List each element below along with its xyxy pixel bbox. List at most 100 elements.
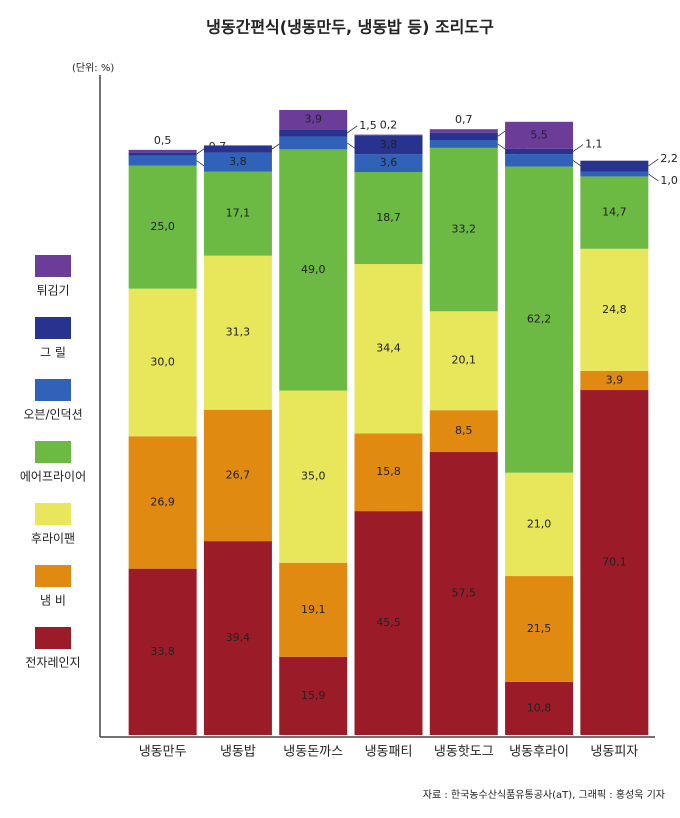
value-label: 21,0: [527, 517, 552, 530]
bar-segment: [505, 121, 574, 149]
value-label: 33,8: [150, 645, 175, 658]
value-label: 30,0: [150, 355, 175, 368]
legend-label: 에어프라이어: [20, 470, 86, 484]
bar-segment: [429, 140, 498, 148]
bar-segment: [128, 288, 197, 437]
value-label: 0,7: [455, 113, 473, 126]
bar-segment: [203, 255, 272, 410]
value-label: 21,5: [527, 622, 552, 635]
bar-segment: [505, 576, 574, 682]
value-label: 39,4: [226, 631, 251, 644]
legend-swatch: [35, 503, 71, 525]
legend-swatch: [35, 627, 71, 649]
bar-segment: [505, 681, 574, 735]
bar-segment: [203, 409, 272, 542]
legend-swatch: [35, 565, 71, 587]
legend-label: 전자레인지: [25, 656, 80, 670]
value-label: 24,8: [602, 303, 627, 316]
x-tick-label: 냉동피자: [590, 745, 638, 760]
bar-segment: [279, 149, 348, 391]
source: 자료 : 한국농수산식품유통공사(aT), 그래픽 : 홍성욱 기자: [423, 788, 665, 801]
bar-segment: [279, 562, 348, 657]
value-label: 20,1: [452, 354, 477, 367]
bar-segment: [279, 136, 348, 150]
bar-segment: [354, 433, 423, 512]
value-label: 1,1: [585, 138, 603, 151]
bar-segment: [505, 472, 574, 577]
bar-segment: [580, 390, 649, 735]
value-label: 3,8: [380, 138, 398, 151]
bar-segment: [505, 154, 574, 167]
x-tick-label: 냉동밥: [220, 745, 256, 760]
legend-swatch: [35, 441, 71, 463]
bar-segment: [203, 171, 272, 256]
bar-segment: [279, 656, 348, 735]
value-label: 3,9: [304, 113, 322, 126]
bar-segment: [580, 160, 649, 172]
bar-segment: [128, 568, 197, 735]
value-label: 57,5: [452, 587, 477, 600]
x-tick-label: 냉동돈까스: [283, 745, 343, 760]
bar-segment: [354, 154, 423, 173]
value-label: 15,8: [376, 465, 401, 478]
value-label: 3,9: [606, 373, 624, 386]
x-tick-label: 냉동만두: [139, 745, 187, 760]
bar-segment: [354, 172, 423, 265]
bar-segment: [429, 410, 498, 453]
legend-label: 후라이팬: [31, 532, 75, 546]
legend-swatch: [35, 255, 71, 277]
value-label: 3,8: [229, 155, 247, 168]
legend-swatch: [35, 317, 71, 339]
bar-segment: [354, 135, 423, 155]
value-label: 18,7: [376, 211, 401, 224]
value-label: 8,5: [455, 424, 473, 437]
leader-line: [572, 144, 584, 152]
value-label: 1,0: [660, 174, 678, 187]
legend-label: 냄 비: [40, 594, 66, 608]
legend-label: 튀김기: [36, 284, 69, 298]
legend-swatch: [35, 379, 71, 401]
leader-line: [346, 125, 358, 134]
value-label: 62,2: [527, 313, 552, 326]
x-tick-label: 냉동후라이: [509, 745, 569, 760]
bar-segment: [505, 166, 574, 473]
value-label: 26,7: [226, 468, 251, 481]
bar-segment: [429, 132, 498, 141]
value-label: 45,5: [376, 616, 401, 629]
value-label: 35,0: [301, 470, 326, 483]
chart-title: 냉동간편식(냉동만두, 냉동밥 등) 조리도구: [206, 18, 494, 37]
value-label: 26,9: [150, 495, 175, 508]
leader-line: [648, 158, 659, 167]
value-label: 3,6: [380, 156, 398, 169]
bar-segment: [279, 390, 348, 563]
legend-label: 그 릴: [40, 346, 66, 360]
legend-label: 오븐/인덕션: [23, 408, 82, 422]
value-label: 0,5: [154, 134, 172, 147]
bar-segment: [128, 152, 197, 156]
value-label: 2,2: [660, 152, 678, 165]
unit-label: (단위: %): [72, 61, 114, 74]
value-label: 17,1: [226, 207, 251, 220]
value-label: 15,9: [301, 689, 326, 702]
bar-segment: [580, 370, 649, 391]
leader-line: [648, 173, 659, 182]
value-label: 49,0: [301, 263, 326, 276]
value-label: 5,5: [530, 128, 548, 141]
value-label: 34,4: [376, 342, 401, 355]
bar-segment: [429, 311, 498, 411]
bar-segment: [429, 129, 498, 133]
bar-segment: [279, 110, 348, 130]
bar-segment: [128, 149, 197, 153]
bar-segment: [203, 152, 272, 172]
value-label: 19,1: [301, 603, 326, 616]
value-label: 10,8: [527, 701, 552, 714]
value-label: 14,7: [602, 206, 627, 219]
bar-segment: [429, 147, 498, 312]
bar-segment: [429, 452, 498, 735]
value-label: 0,2: [380, 119, 398, 132]
bar-segment: [354, 264, 423, 434]
bar-segment: [128, 165, 197, 289]
value-label: 33,2: [452, 223, 477, 236]
value-label: 25,0: [150, 220, 175, 233]
